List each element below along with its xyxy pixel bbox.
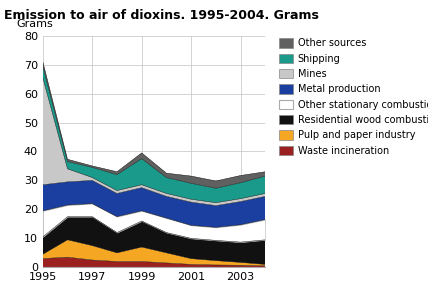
Legend: Other sources, Shipping, Mines, Metal production, Other stationary combustion, R: Other sources, Shipping, Mines, Metal pr… (279, 38, 428, 156)
Text: Emission to air of dioxins. 1995-2004. Grams: Emission to air of dioxins. 1995-2004. G… (4, 9, 319, 22)
Y-axis label: Grams: Grams (16, 19, 53, 29)
